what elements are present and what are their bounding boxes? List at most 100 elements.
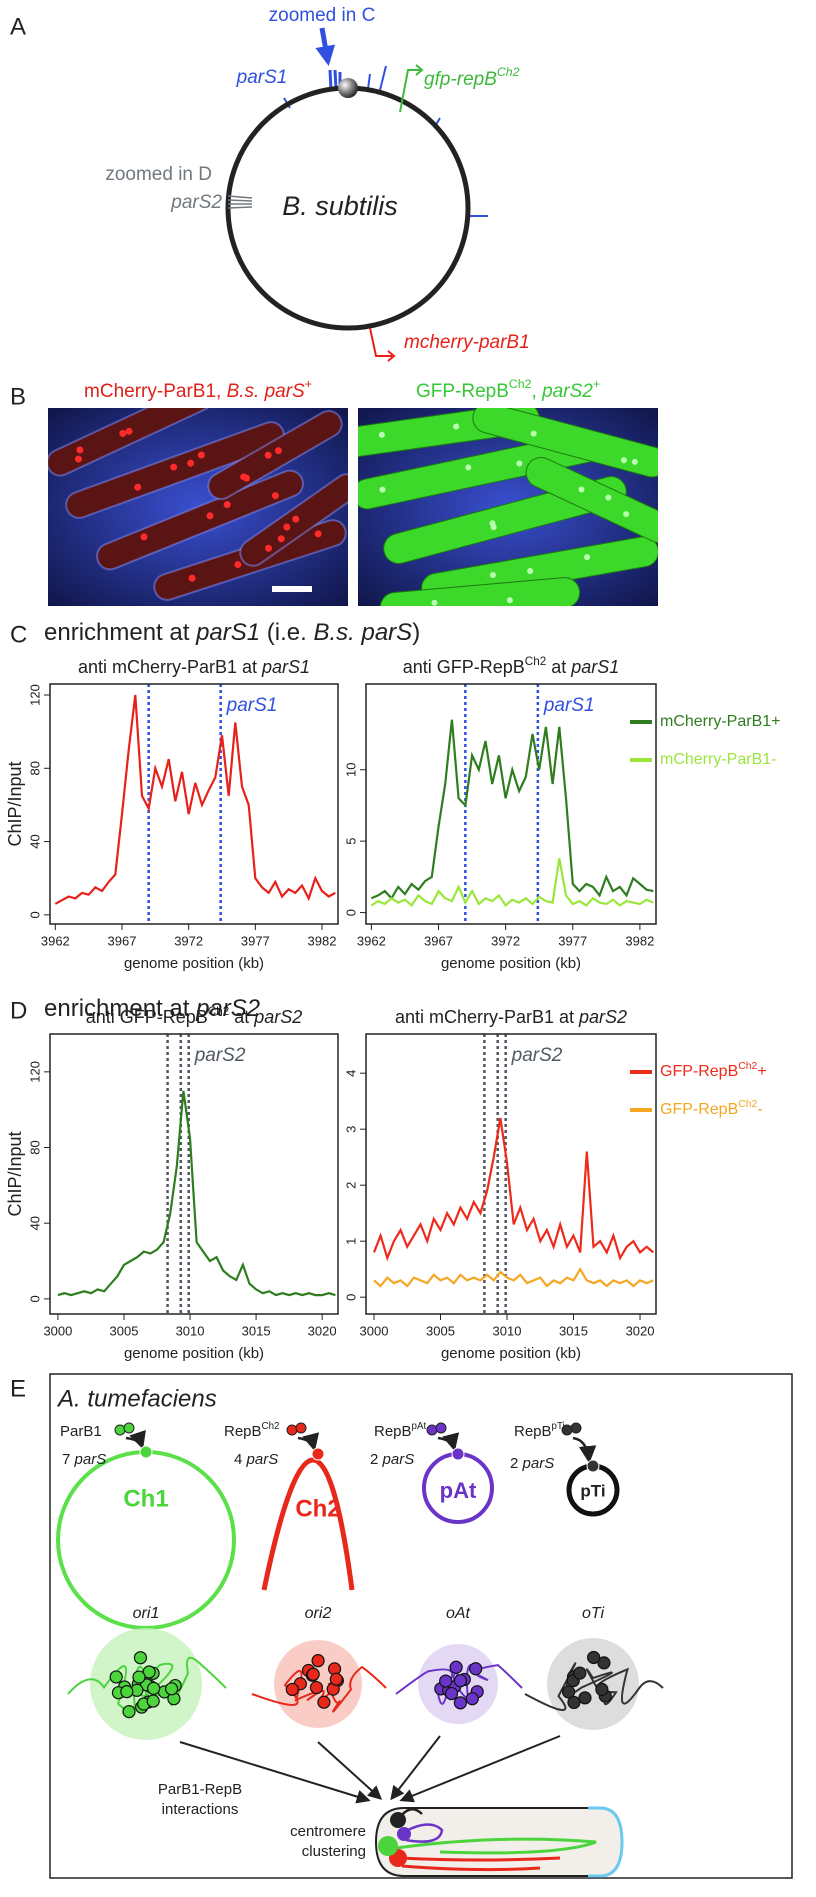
y-tick-label: 0 [27,911,42,918]
text-part: GFP-RepB [660,1063,738,1080]
focus [314,530,322,538]
y-tick-label: 40 [27,1216,42,1230]
plot-frame [365,683,657,925]
chart-title: anti mCherry-ParB1 at parS1 [78,657,310,677]
legend-label: GFP-RepBCh2- [660,1099,763,1118]
focus [74,455,82,463]
y-tick-label: 10 [343,762,358,776]
y-tick-label: 3 [343,1126,358,1133]
y-tick-label: 120 [27,684,42,706]
origin-ball [338,78,358,98]
protein [435,1422,447,1434]
cluster-ball [397,1827,411,1841]
text-part: + [305,377,312,391]
pars-count: 4 parS [234,1451,278,1468]
bound-protein [444,1686,459,1701]
plot-frame [49,683,339,925]
text-part: RepB [374,1423,412,1440]
text-part: parS [382,1451,415,1468]
reference-label: parS1 [226,695,278,716]
x-axis-label: genome position (kb) [441,955,581,972]
x-tick-label: 3962 [41,933,70,948]
y-tick-label: 80 [27,761,42,775]
bound-protein [465,1692,479,1706]
text-part: + [757,1063,766,1080]
text-part: at [546,657,571,677]
text-part: B.s. parS [227,381,305,402]
bound-protein [562,1685,576,1699]
text-part: parS [522,1455,555,1472]
section-heading: enrichment at parS2 [44,995,260,1022]
y-tick-label: 0 [343,1294,358,1301]
bound-protein [573,1666,587,1680]
cell [65,421,285,519]
bound-protein [120,1685,134,1699]
bound-protein [132,1670,146,1684]
bound-protein [309,1680,324,1695]
pars2-label: parS2 [170,192,222,213]
x-tick-label: 3010 [493,1323,522,1338]
focus [453,423,460,430]
text-part: Ch2 [262,1421,280,1432]
pars2-ticks [227,195,253,209]
mcherry-label: mcherry-parB1 [404,332,530,353]
protein-label: RepBpAt [374,1421,426,1440]
pars-count: 7 parS [62,1451,106,1468]
interaction-label: interactions [162,1801,239,1818]
y-tick-label: 0 [343,909,358,916]
text-part: GFP-RepB [660,1101,738,1118]
focus [223,501,231,509]
replicon-label: Ch2 [295,1495,340,1522]
legend-label: GFP-RepBCh2+ [660,1061,767,1080]
bound-protein [147,1681,161,1695]
x-tick-label: 3015 [242,1323,271,1338]
binding-arrow [437,1432,460,1452]
text-part: anti GFP-RepB [86,1007,208,1027]
cell-dna [403,1823,444,1843]
x-axis-label: genome position (kb) [441,1345,581,1362]
zoom-arrow [315,27,336,66]
legend-label: mCherry-ParB1- [660,751,776,768]
x-tick-label: 3982 [308,933,337,948]
cluster-ball [390,1812,406,1828]
clustering-label: clustering [302,1843,366,1860]
mcherry-arrow-head [387,350,396,362]
focus [264,544,272,552]
panel-label: D [10,997,27,1024]
focus [620,457,627,464]
x-tick-label: 3972 [491,933,520,948]
chart-title: anti GFP-RepBCh2 at parS2 [86,1005,303,1027]
pars-count: 2 parS [510,1455,554,1472]
text-part: pAt [412,1421,427,1432]
panel-label: A [10,13,26,40]
replicon-label: pAt [440,1478,477,1503]
pars-count: 2 parS [370,1451,414,1468]
cell [472,408,658,478]
text-part: ) [412,619,420,646]
cell [207,410,343,500]
panel-label: B [10,383,26,410]
cell [525,457,658,543]
focus [76,446,84,454]
cell-body [525,457,658,543]
focus [490,524,497,531]
focus [530,430,537,437]
text-part: Ch2 [525,655,546,668]
text-part: anti mCherry-ParB1 at [78,657,262,677]
protein [286,1424,298,1436]
protein [114,1424,126,1436]
pars1-label: parS1 [236,67,288,88]
y-axis-label: ChIP/Input [5,761,25,846]
origin-label: oAt [446,1605,471,1622]
x-tick-label: 3967 [424,933,453,948]
text-part: pTi [552,1421,565,1432]
text-part: anti GFP-RepB [403,657,525,677]
cell-body [239,473,348,567]
bound-protein [317,1695,331,1709]
focus [489,572,496,579]
focus [187,459,195,467]
text-part: 2 [510,1455,523,1472]
pars-site [311,1447,325,1461]
focus [125,427,133,435]
dna [524,1662,664,1711]
